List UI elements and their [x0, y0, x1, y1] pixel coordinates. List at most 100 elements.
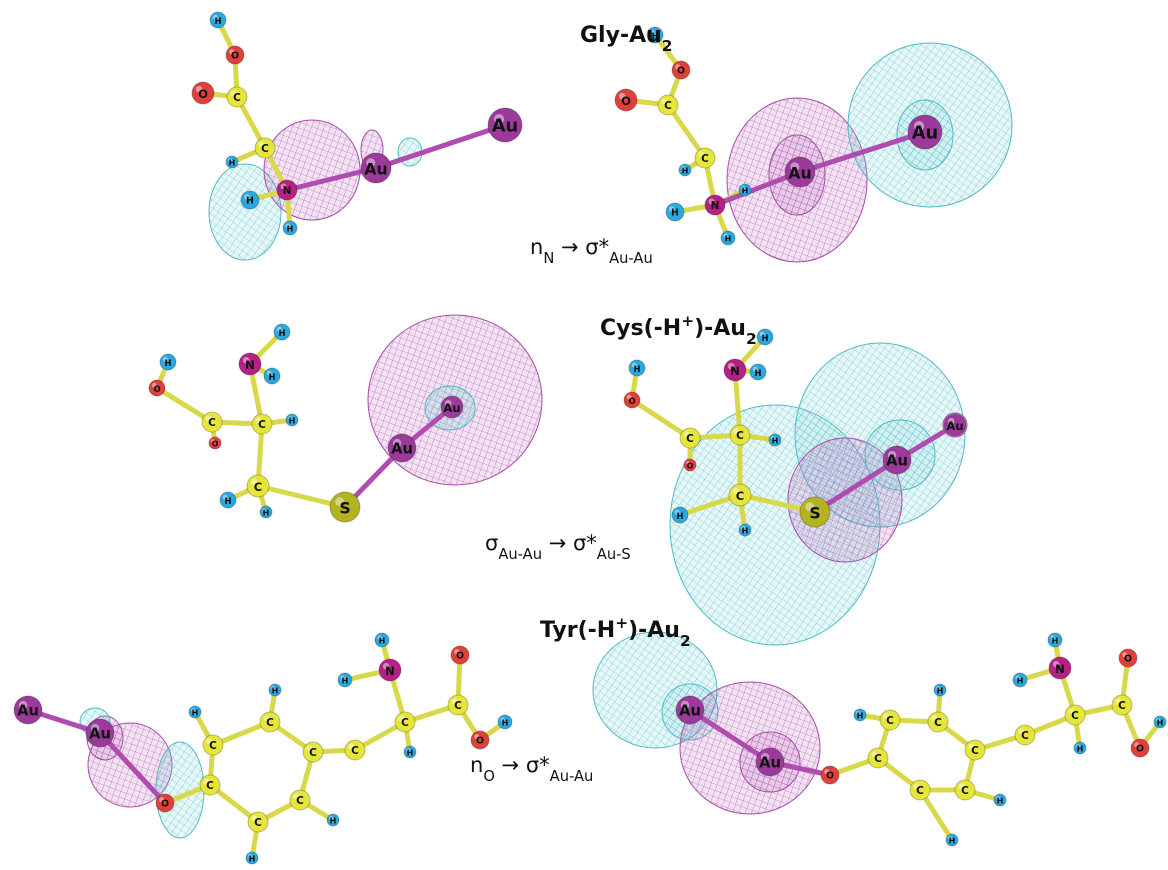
atom-label: C: [351, 745, 359, 757]
atom-label: C: [258, 419, 266, 431]
atom-label: H: [997, 797, 1004, 806]
atom-label: N: [730, 364, 740, 378]
text-part: Gly-Au: [580, 23, 662, 48]
atom-label: C: [934, 717, 942, 729]
text-part: +: [615, 614, 628, 632]
atom-label: H: [263, 509, 270, 518]
atom-label: O: [687, 462, 694, 471]
atom-label: C: [736, 489, 744, 503]
atom-label: H: [754, 368, 761, 378]
text-part: n: [530, 235, 543, 259]
atom-label: C: [261, 143, 269, 155]
atom-label: H: [725, 235, 732, 244]
bond: [376, 125, 505, 168]
atom-label: C: [233, 92, 241, 104]
text-part: Cys(-H: [600, 316, 681, 341]
transition-label: σAu-Au → σ*Au-S: [485, 531, 631, 563]
atom-label: H: [214, 16, 221, 26]
atom-label: O: [621, 94, 631, 108]
atom-label: C: [208, 417, 216, 429]
atom-label: Au: [89, 726, 111, 743]
atom-label: H: [772, 437, 779, 446]
atom-label: H: [229, 159, 236, 168]
atom-label: C: [1118, 700, 1126, 712]
atom-label: H: [676, 511, 683, 521]
atom-label: C: [686, 433, 694, 445]
atom-label: H: [342, 677, 349, 686]
atom-label: C: [874, 753, 882, 765]
atom-label: N: [1055, 662, 1065, 676]
atom-label: H: [224, 496, 231, 506]
atom-label: O: [212, 440, 219, 449]
transition-label: nN → σ*Au-Au: [530, 235, 653, 267]
molecule-view: AuAuOCCCCCCCCNHHCOOHHHHHH: [593, 632, 1166, 846]
atom-label: C: [266, 717, 274, 729]
atom-label: H: [192, 709, 199, 718]
atom-label: H: [1077, 745, 1084, 754]
text-part: O: [483, 768, 495, 785]
atom-label: H: [1157, 719, 1164, 728]
atom-label: Au: [759, 755, 781, 772]
atom-label: N: [245, 358, 255, 372]
atom-label: H: [633, 364, 640, 374]
atom-label: O: [153, 384, 160, 394]
atom-label: H: [379, 637, 386, 646]
atom-label: H: [682, 167, 689, 176]
atom-label: O: [231, 51, 239, 62]
atom-label: C: [401, 717, 409, 729]
atom-label: H: [407, 749, 414, 758]
atom-label: Au: [492, 116, 519, 137]
atom-label: C: [454, 700, 462, 712]
molecule-view: HOOCCNHHHAuAu: [192, 12, 522, 260]
atom-label: Au: [17, 703, 39, 720]
atom-label: C: [961, 785, 969, 797]
text-part: 2: [746, 330, 757, 348]
atom-label: Au: [886, 453, 908, 470]
atom-label: O: [677, 66, 685, 77]
text-part: → σ*: [542, 531, 597, 555]
atom-label: H: [287, 225, 294, 234]
molecule-view: HOOCCNHHHHAuAu: [615, 27, 1012, 262]
atom-label: C: [296, 795, 304, 807]
atom-label: S: [339, 499, 350, 518]
atom-label: H: [1052, 637, 1059, 646]
atom-label: C: [701, 153, 709, 165]
atom-label: C: [971, 745, 979, 757]
atom-label: O: [628, 396, 635, 406]
text-part: Au-Au: [498, 546, 542, 563]
molecule-view: HNHHOCOCHCHHSAuAu: [149, 315, 542, 522]
atom-label: H: [164, 358, 171, 368]
atom-label: Au: [912, 123, 939, 144]
text-part: )-Au: [694, 316, 746, 341]
text-part: σ: [485, 531, 498, 555]
atom-label: H: [857, 712, 864, 721]
atom-label: C: [206, 780, 214, 792]
atom-label: C: [664, 100, 672, 112]
atom-label: C: [916, 785, 924, 797]
atom-label: Au: [679, 703, 701, 720]
transition-label: nO → σ*Au-Au: [470, 753, 593, 785]
text-part: Au-Au: [550, 768, 594, 785]
text-part: Au-S: [597, 546, 631, 563]
atom-label: H: [502, 719, 509, 728]
atom-label: H: [949, 837, 956, 846]
atom-label: O: [161, 799, 169, 810]
molecule-view: AuAuOCCCCCCCCNHHCOOHHHHHH: [14, 633, 512, 864]
atom-label: H: [268, 372, 275, 382]
panel-title: Cys(-H+)-Au2: [600, 312, 757, 348]
atom-label: H: [1017, 677, 1024, 686]
atom-label: C: [209, 740, 217, 752]
text-part: Tyr(-H: [540, 618, 615, 643]
atom-label: O: [1124, 654, 1132, 665]
atom-label: H: [761, 333, 768, 343]
atom-label: S: [809, 504, 820, 523]
atom-label: C: [1071, 710, 1079, 722]
atom-label: Au: [364, 160, 387, 179]
atom-label: H: [246, 196, 254, 207]
atom-label: H: [278, 328, 285, 338]
atom-label: H: [272, 687, 279, 696]
atom-label: Au: [391, 441, 413, 458]
text-part: → σ*: [554, 235, 609, 259]
text-part: → σ*: [495, 753, 550, 777]
